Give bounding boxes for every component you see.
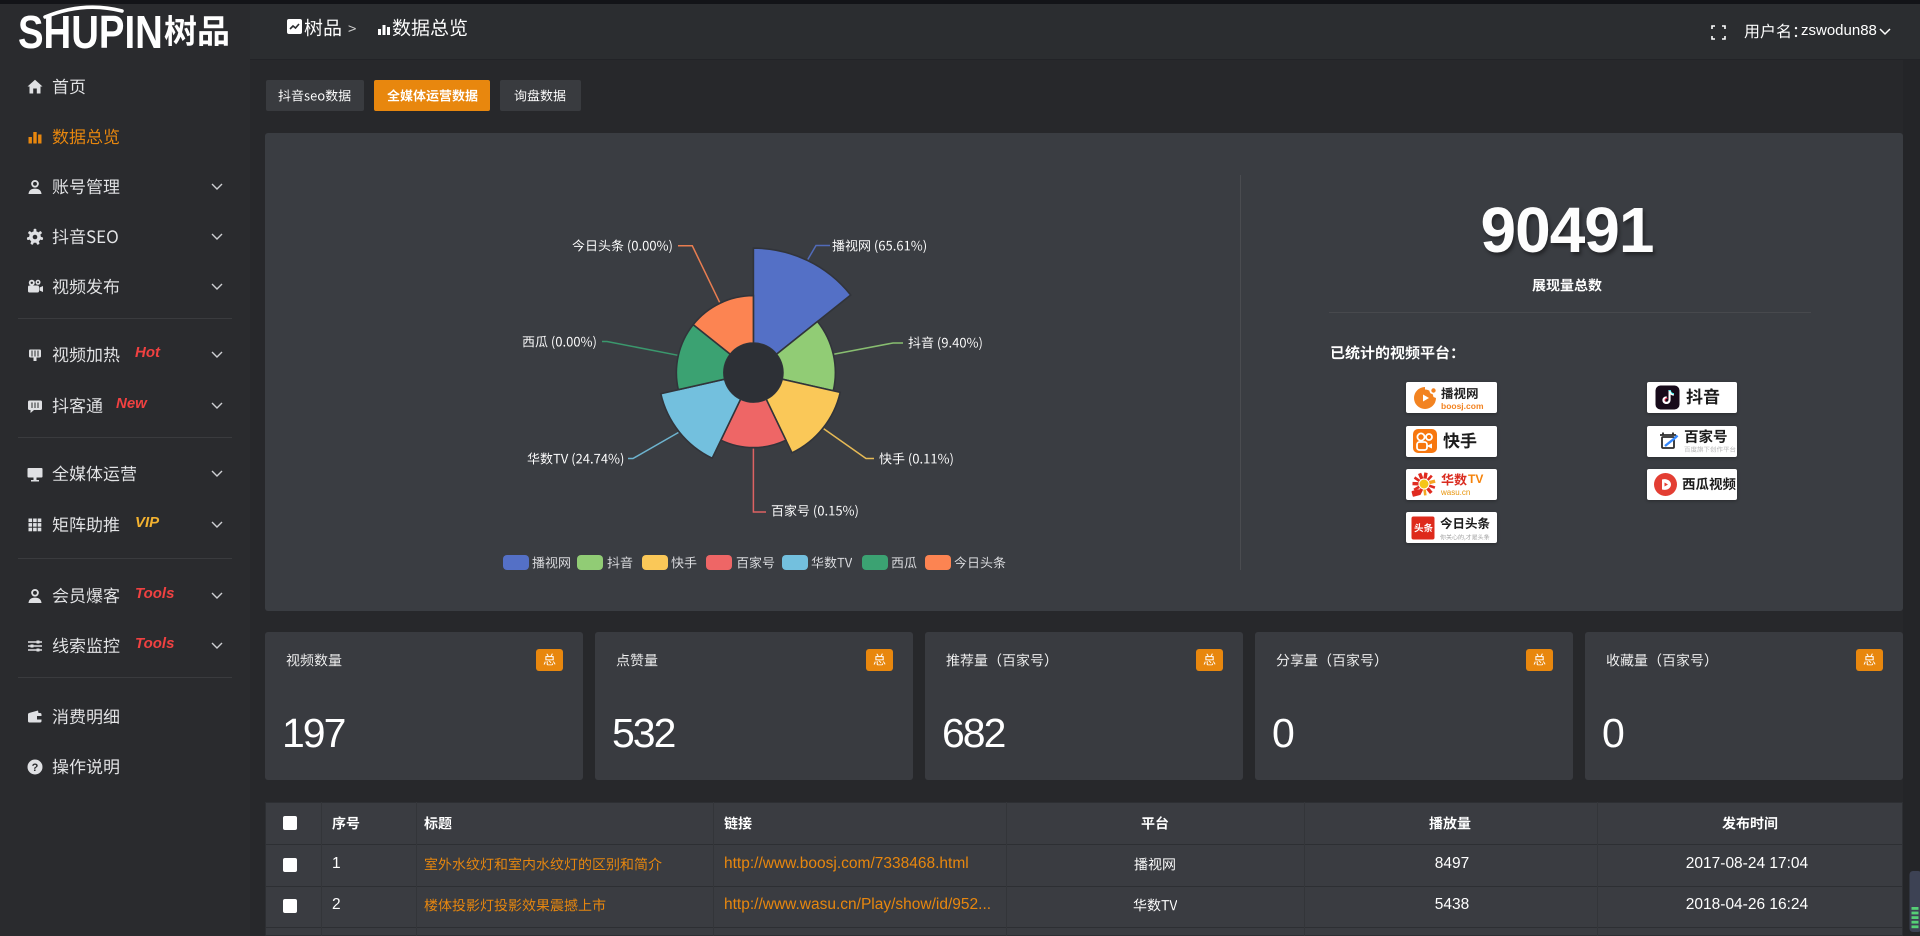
- svg-text:?: ?: [32, 762, 39, 774]
